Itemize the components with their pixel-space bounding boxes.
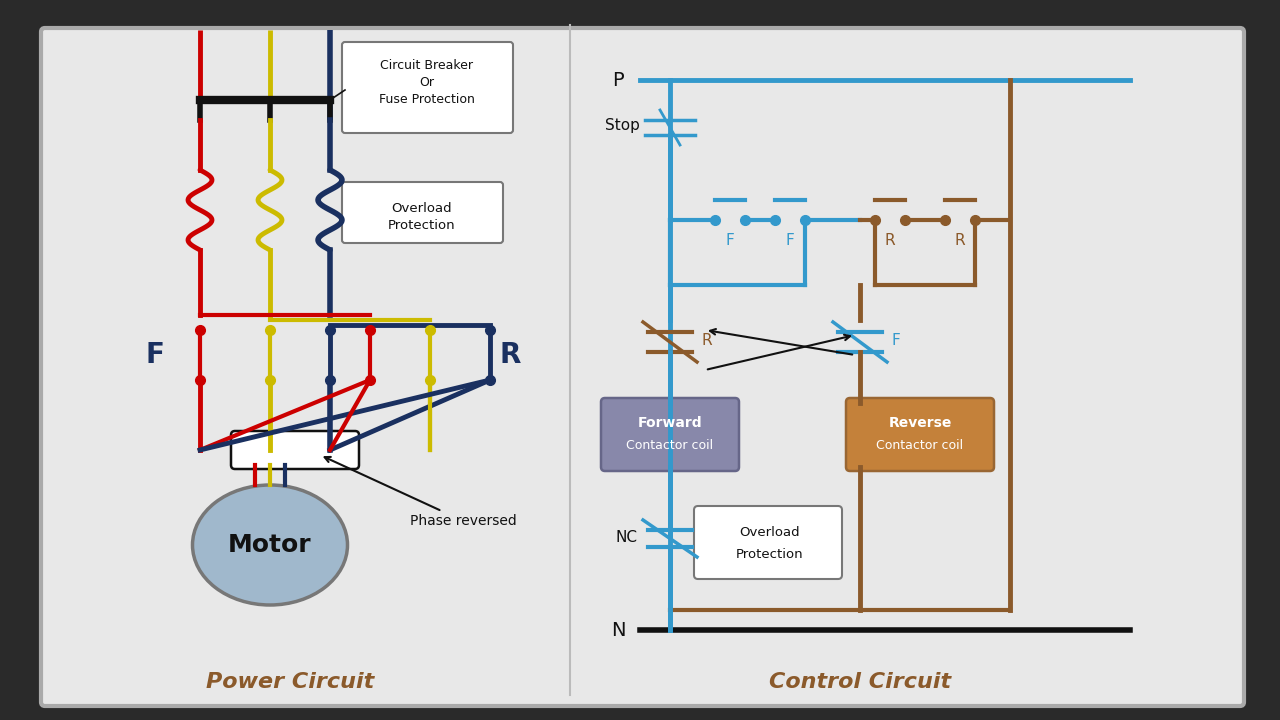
FancyBboxPatch shape — [342, 182, 503, 243]
Text: F: F — [726, 233, 735, 248]
FancyBboxPatch shape — [602, 398, 739, 471]
FancyBboxPatch shape — [342, 42, 513, 133]
FancyBboxPatch shape — [846, 398, 995, 471]
Text: Protection: Protection — [388, 218, 456, 232]
Text: Motor: Motor — [228, 533, 312, 557]
Text: Protection: Protection — [736, 549, 804, 562]
Text: Circuit Breaker: Circuit Breaker — [380, 58, 474, 71]
Text: R: R — [884, 233, 895, 248]
Text: F: F — [146, 341, 164, 369]
Text: Control Circuit: Control Circuit — [769, 672, 951, 692]
Text: Phase reversed: Phase reversed — [325, 457, 517, 528]
Text: P: P — [612, 71, 623, 89]
Text: Stop: Stop — [605, 117, 640, 132]
Text: N: N — [611, 621, 625, 639]
Text: Fuse Protection: Fuse Protection — [379, 92, 475, 106]
Text: R: R — [955, 233, 965, 248]
Text: Or: Or — [420, 76, 434, 89]
Text: Contactor coil: Contactor coil — [877, 438, 964, 451]
Text: NC: NC — [616, 529, 637, 544]
Text: F: F — [892, 333, 901, 348]
Text: R: R — [499, 341, 521, 369]
FancyBboxPatch shape — [41, 28, 1244, 706]
Text: Overload: Overload — [392, 202, 452, 215]
Text: Reverse: Reverse — [888, 416, 952, 430]
Ellipse shape — [192, 485, 347, 605]
Text: Overload: Overload — [740, 526, 800, 539]
Text: Forward: Forward — [637, 416, 703, 430]
FancyBboxPatch shape — [694, 506, 842, 579]
Text: F: F — [786, 233, 795, 248]
FancyBboxPatch shape — [230, 431, 358, 469]
Text: Contactor coil: Contactor coil — [626, 438, 713, 451]
Text: R: R — [701, 333, 713, 348]
Text: Power Circuit: Power Circuit — [206, 672, 374, 692]
